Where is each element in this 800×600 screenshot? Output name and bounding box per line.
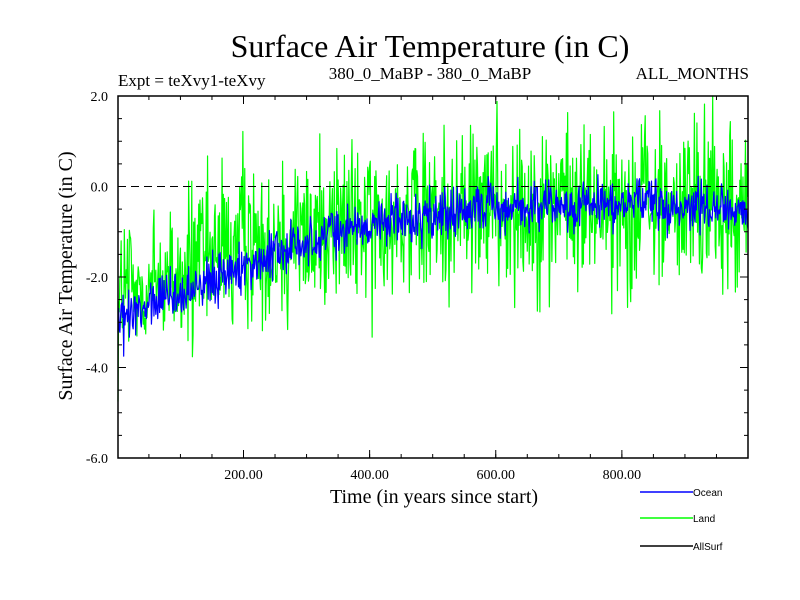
legend-label-allsurf: AllSurf xyxy=(693,542,723,553)
x-tick-label: 400.00 xyxy=(350,468,389,483)
plot-area: -6.0 -4.0 -2.0 0.0 2.0 200.00 400.00 600.00 800.… xyxy=(86,90,749,483)
x-tick-label: 800.00 xyxy=(603,468,642,483)
x-tick-label: 200.00 xyxy=(224,468,263,483)
y-tick-label: -6.0 xyxy=(86,452,108,467)
y-tick-label: -4.0 xyxy=(86,362,108,377)
x-axis-title: Time (in years since start) xyxy=(330,486,538,508)
series-line-ocean xyxy=(117,174,749,357)
legend-label-ocean: Ocean xyxy=(693,488,722,499)
legend-label-land: Land xyxy=(693,514,715,525)
period-label: ALL_MONTHS xyxy=(636,64,749,83)
y-axis-title: Surface Air Temperature (in C) xyxy=(55,151,77,400)
series-layer xyxy=(117,95,749,402)
subtitle-label: 380_0_MaBP - 380_0_MaBP xyxy=(329,64,531,83)
series-line-land xyxy=(117,95,749,402)
legend: Ocean Land AllSurf xyxy=(640,488,723,553)
y-tick-label: 0.0 xyxy=(91,181,109,196)
experiment-label: Expt = teXvy1-teXvy xyxy=(118,71,266,90)
chart-title: Surface Air Temperature (in C) xyxy=(231,28,630,64)
axis-layer: -6.0 -4.0 -2.0 0.0 2.0 200.00 400.00 600.00 800.… xyxy=(86,90,748,483)
y-tick-label: -2.0 xyxy=(86,271,108,286)
x-tick-label: 600.00 xyxy=(476,468,515,483)
y-tick-label: 2.0 xyxy=(91,90,109,105)
